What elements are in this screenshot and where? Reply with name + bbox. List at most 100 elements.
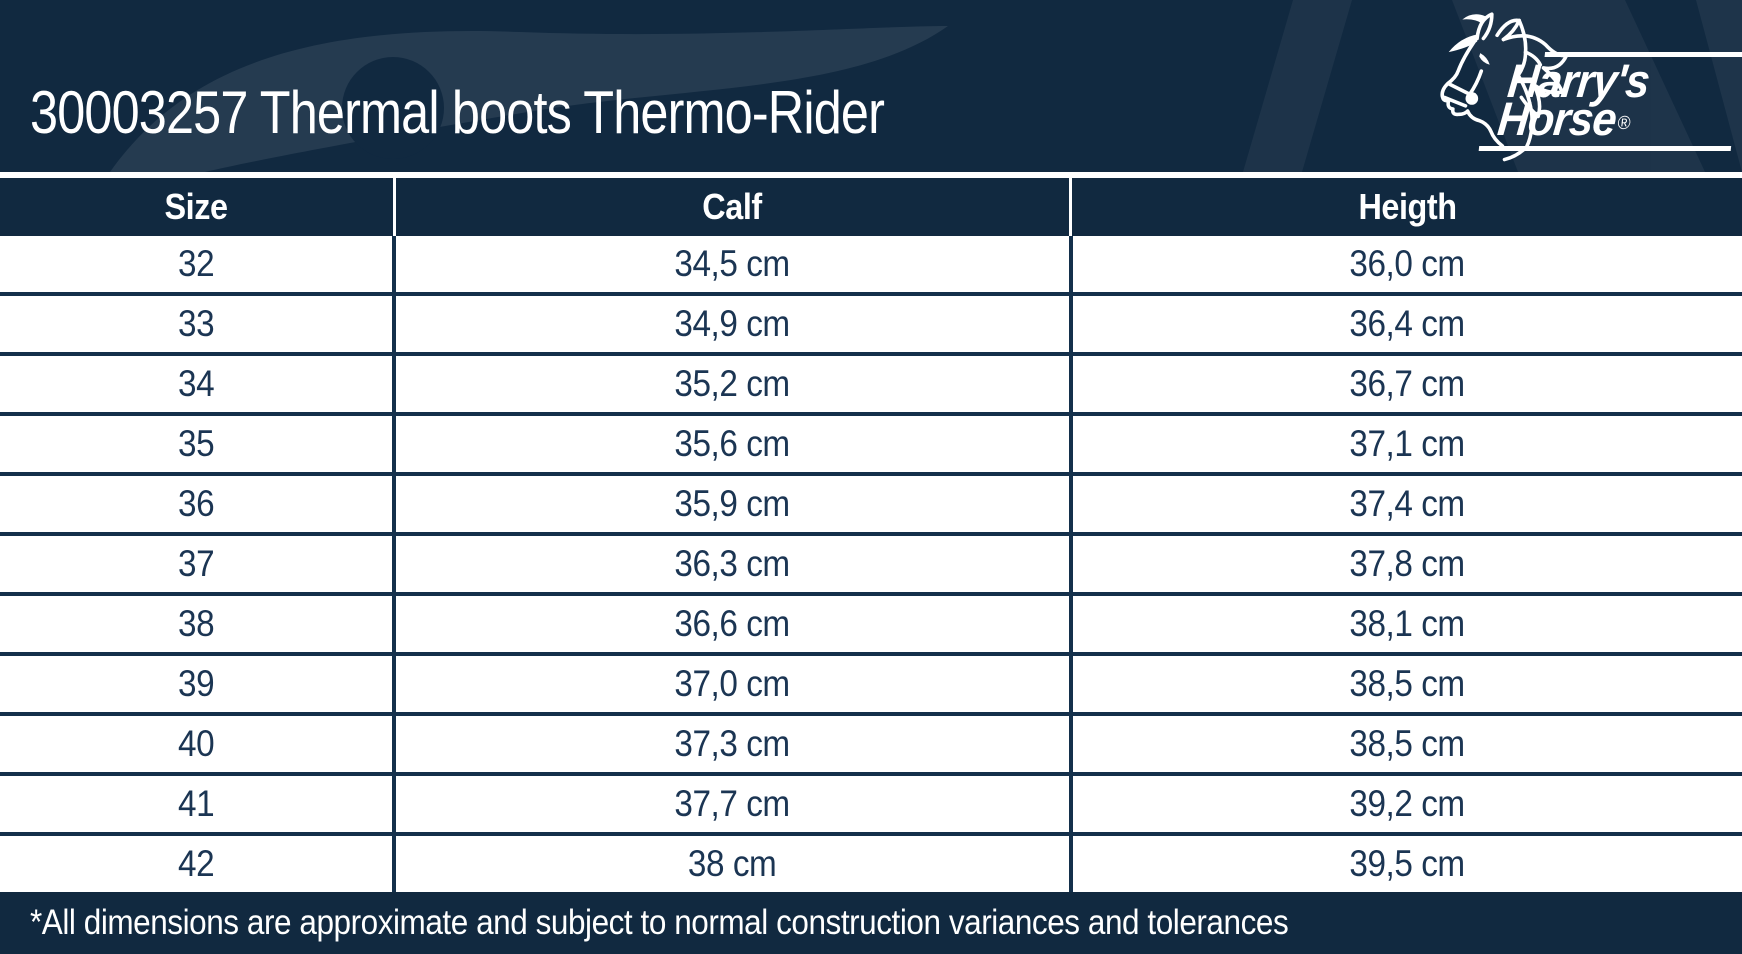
size-cell: 39 [0, 652, 397, 714]
calf-value: 35,9 cm [674, 483, 791, 524]
height-value: 38,5 cm [1349, 723, 1466, 764]
size-cell: 41 [0, 772, 397, 834]
bridle-ring [1465, 92, 1479, 105]
size-value: 39 [177, 663, 215, 704]
calf-cell: 37,3 cm [394, 712, 1071, 774]
header-row: Size Calf Heigth [0, 178, 1742, 236]
height-cell: 39,2 cm [1068, 772, 1742, 834]
height-cell: 37,4 cm [1068, 472, 1742, 534]
brand-name-line2: Horse® [1495, 92, 1631, 146]
size-cell: 35 [0, 412, 397, 474]
footnote-bar: *All dimensions are approximate and subj… [0, 892, 1742, 954]
height-cell: 36,0 cm [1068, 236, 1742, 294]
size-value: 40 [177, 723, 215, 764]
watermark-band [1452, 0, 1705, 172]
size-value: 33 [177, 303, 215, 344]
column-header-size: Size [0, 178, 396, 236]
registered-trademark-icon: ® [1616, 113, 1631, 135]
height-cell: 36,7 cm [1068, 352, 1742, 414]
table-row: 41 37,7 cm 39,2 cm [0, 772, 1742, 834]
calf-cell: 38 cm [394, 832, 1071, 892]
calf-value: 35,6 cm [674, 423, 791, 464]
calf-value: 37,7 cm [674, 783, 791, 824]
height-cell: 37,8 cm [1068, 532, 1742, 594]
footnote-text: *All dimensions are approximate and subj… [30, 903, 1289, 942]
table-row: 34 35,2 cm 36,7 cm [0, 352, 1742, 414]
table-header: Size Calf Heigth [0, 178, 1742, 236]
size-cell: 42 [0, 832, 397, 892]
page-title: 30003257 Thermal boots Thermo-Rider [30, 79, 885, 147]
table-row: 32 34,5 cm 36,0 cm [0, 236, 1742, 294]
size-value: 37 [177, 543, 215, 584]
calf-value: 34,5 cm [674, 243, 791, 284]
calf-value: 35,2 cm [674, 363, 791, 404]
size-cell: 38 [0, 592, 397, 654]
table-row: 40 37,3 cm 38,5 cm [0, 712, 1742, 774]
calf-cell: 36,6 cm [394, 592, 1071, 654]
banner-table-divider [0, 172, 1742, 178]
watermark-eye [342, 57, 444, 159]
calf-cell: 35,9 cm [394, 472, 1071, 534]
height-value: 37,4 cm [1349, 483, 1466, 524]
calf-cell: 35,2 cm [394, 352, 1071, 414]
size-value: 36 [177, 483, 215, 524]
size-value: 32 [177, 243, 215, 284]
table-row: 37 36,3 cm 37,8 cm [0, 532, 1742, 594]
height-value: 36,0 cm [1349, 243, 1466, 284]
wordmark-bottom-rule [1478, 145, 1732, 151]
height-value: 36,7 cm [1349, 363, 1466, 404]
calf-value: 38 cm [688, 843, 777, 884]
size-cell: 33 [0, 292, 397, 354]
size-value: 34 [177, 363, 215, 404]
calf-value: 34,9 cm [674, 303, 791, 344]
calf-value: 37,3 cm [674, 723, 791, 764]
height-value: 38,1 cm [1349, 603, 1466, 644]
calf-cell: 36,3 cm [394, 532, 1071, 594]
brand-wordmark: Harry's Horse® [1478, 52, 1742, 151]
height-value: 37,1 cm [1349, 423, 1466, 464]
height-value: 38,5 cm [1349, 663, 1466, 704]
watermark-band [1696, 0, 1742, 172]
height-value: 39,2 cm [1349, 783, 1466, 824]
horse-eye [1479, 53, 1490, 65]
banner-watermark [110, 0, 1742, 172]
size-value: 42 [177, 843, 215, 884]
size-chart-table: Size Calf Heigth 32 34,5 cm 36,0 cm 33 3… [0, 178, 1742, 892]
size-cell: 32 [0, 236, 397, 294]
size-cell: 37 [0, 532, 397, 594]
size-value: 35 [177, 423, 215, 464]
height-cell: 38,5 cm [1068, 712, 1742, 774]
height-cell: 38,1 cm [1068, 592, 1742, 654]
size-cell: 40 [0, 712, 397, 774]
table-row: 38 36,6 cm 38,1 cm [0, 592, 1742, 654]
size-cell: 34 [0, 352, 397, 414]
calf-cell: 37,7 cm [394, 772, 1071, 834]
calf-value: 36,6 cm [674, 603, 791, 644]
height-value: 39,5 cm [1349, 843, 1466, 884]
table-row: 33 34,9 cm 36,4 cm [0, 292, 1742, 354]
banner: 30003257 Thermal boots Thermo-Rider [0, 0, 1742, 172]
table-body: 32 34,5 cm 36,0 cm 33 34,9 cm 36,4 cm 34… [0, 236, 1742, 892]
calf-cell: 37,0 cm [394, 652, 1071, 714]
table-row: 35 35,6 cm 37,1 cm [0, 412, 1742, 474]
calf-value: 36,3 cm [674, 543, 791, 584]
size-cell: 36 [0, 472, 397, 534]
height-value: 37,8 cm [1349, 543, 1466, 584]
calf-cell: 34,5 cm [394, 236, 1071, 294]
height-cell: 36,4 cm [1068, 292, 1742, 354]
brand-logo: Harry's Horse® [1416, 4, 1742, 168]
column-header-calf: Calf [394, 178, 1071, 236]
height-cell: 37,1 cm [1068, 412, 1742, 474]
table-row: 36 35,9 cm 37,4 cm [0, 472, 1742, 534]
size-value: 41 [177, 783, 215, 824]
calf-cell: 35,6 cm [394, 412, 1071, 474]
calf-cell: 34,9 cm [394, 292, 1071, 354]
table-row: 39 37,0 cm 38,5 cm [0, 652, 1742, 714]
calf-value: 37,0 cm [674, 663, 791, 704]
column-header-height: Heigth [1069, 178, 1742, 236]
height-cell: 38,5 cm [1068, 652, 1742, 714]
table-row: 42 38 cm 39,5 cm [0, 832, 1742, 892]
watermark-swoosh [110, 26, 948, 172]
height-value: 36,4 cm [1349, 303, 1466, 344]
